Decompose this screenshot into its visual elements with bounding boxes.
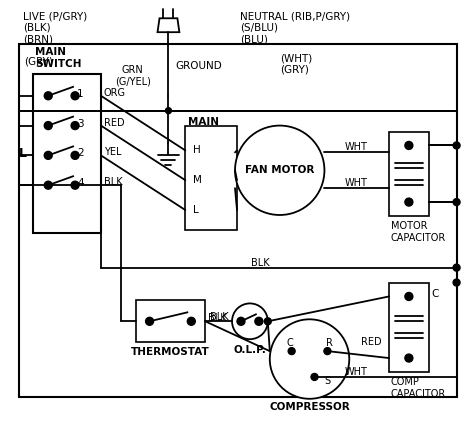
- Circle shape: [237, 317, 245, 325]
- Bar: [389, 282, 429, 372]
- Text: RED: RED: [104, 118, 125, 128]
- Text: WHT: WHT: [345, 178, 368, 188]
- Circle shape: [71, 122, 79, 130]
- Circle shape: [235, 125, 324, 215]
- Circle shape: [264, 318, 271, 325]
- Circle shape: [453, 199, 460, 205]
- Text: 2: 2: [77, 149, 84, 158]
- Circle shape: [270, 319, 349, 399]
- Text: H: H: [193, 146, 201, 155]
- Circle shape: [146, 317, 154, 325]
- Text: C: C: [286, 338, 293, 348]
- Text: (WHT)
(GRY): (WHT) (GRY): [280, 53, 312, 75]
- Text: 1: 1: [77, 89, 84, 99]
- Bar: [33, 74, 101, 233]
- Text: L: L: [18, 147, 27, 160]
- Text: M: M: [193, 175, 202, 185]
- Circle shape: [405, 292, 413, 300]
- Text: O.L.P.: O.L.P.: [234, 345, 266, 355]
- Circle shape: [405, 354, 413, 362]
- Circle shape: [71, 181, 79, 189]
- Bar: [185, 125, 237, 230]
- Circle shape: [187, 317, 195, 325]
- Text: THERMOSTAT: THERMOSTAT: [131, 347, 210, 357]
- Polygon shape: [157, 18, 179, 32]
- Text: YEL: YEL: [104, 147, 121, 158]
- Text: BLK: BLK: [104, 177, 122, 187]
- Bar: [19, 44, 456, 397]
- Text: BLK: BLK: [210, 312, 229, 322]
- Circle shape: [232, 303, 268, 339]
- Text: MOTOR
CAPACITOR: MOTOR CAPACITOR: [391, 221, 446, 243]
- Text: R: R: [326, 338, 333, 348]
- Text: 4: 4: [77, 178, 84, 188]
- Text: WHT: WHT: [344, 367, 367, 377]
- Circle shape: [44, 92, 52, 100]
- Text: S: S: [324, 376, 330, 386]
- Bar: [136, 300, 205, 342]
- Text: BLK: BLK: [208, 313, 227, 323]
- Text: GROUND: GROUND: [175, 61, 222, 71]
- Text: 3: 3: [77, 119, 84, 128]
- Text: FAN MOTOR: FAN MOTOR: [245, 165, 314, 175]
- Bar: [389, 131, 429, 216]
- Circle shape: [311, 374, 318, 380]
- Circle shape: [453, 264, 460, 271]
- Circle shape: [405, 142, 413, 149]
- Text: MAIN
SWITCH: MAIN SWITCH: [36, 48, 82, 69]
- Text: BLK: BLK: [251, 258, 269, 268]
- Circle shape: [324, 348, 331, 354]
- Circle shape: [255, 317, 263, 325]
- Text: GRN
(G/YEL): GRN (G/YEL): [115, 65, 151, 87]
- Circle shape: [44, 122, 52, 130]
- Circle shape: [453, 142, 460, 149]
- Circle shape: [288, 348, 295, 354]
- Text: RED: RED: [361, 337, 382, 347]
- Text: COMPRESSOR: COMPRESSOR: [269, 402, 350, 412]
- Text: L: L: [193, 205, 199, 215]
- Circle shape: [165, 108, 172, 114]
- Circle shape: [405, 198, 413, 206]
- Circle shape: [44, 152, 52, 159]
- Text: ORG: ORG: [104, 88, 126, 98]
- Text: WHT: WHT: [345, 143, 368, 152]
- Text: NEUTRAL (RIB,P/GRY)
(S/BLU)
(BLU): NEUTRAL (RIB,P/GRY) (S/BLU) (BLU): [240, 11, 350, 45]
- Text: LIVE (P/GRY)
(BLK)
(BRN): LIVE (P/GRY) (BLK) (BRN): [23, 11, 88, 45]
- Circle shape: [71, 92, 79, 100]
- Circle shape: [453, 279, 460, 286]
- Circle shape: [44, 181, 52, 189]
- Text: (GRY): (GRY): [24, 57, 53, 67]
- Text: MAIN: MAIN: [188, 116, 219, 127]
- Text: COMP
CAPACITOR: COMP CAPACITOR: [391, 377, 446, 398]
- Text: C: C: [432, 289, 439, 300]
- Circle shape: [71, 152, 79, 159]
